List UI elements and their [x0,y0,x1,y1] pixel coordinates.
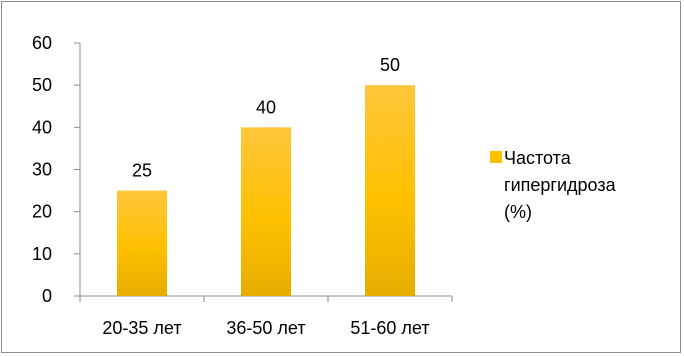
bar [117,190,167,296]
data-label: 50 [380,55,400,75]
y-axis: 0 10 20 30 40 50 60 [32,33,81,306]
data-label: 40 [256,97,276,117]
x-tick-label: 51-60 лет [350,318,429,338]
bar [241,127,291,296]
y-tick-label: 10 [32,244,52,264]
data-label: 25 [132,161,152,181]
data-labels: 25 40 50 [132,55,400,180]
y-tick-label: 20 [32,202,52,222]
y-tick-label: 50 [32,75,52,95]
bar [365,85,415,297]
y-tick-label: 30 [32,160,52,180]
bar-series [117,85,415,297]
legend-label: Частота гипергидроза (%) [504,148,616,222]
y-tick-label: 40 [32,117,52,137]
x-axis: 20-35 лет 36-50 лет 51-60 лет [79,295,453,338]
legend-swatch [490,151,502,163]
x-tick-label: 20-35 лет [102,318,181,338]
y-tick-label: 0 [42,286,52,306]
x-tick-label: 36-50 лет [226,318,305,338]
y-tick-label: 60 [32,33,52,53]
